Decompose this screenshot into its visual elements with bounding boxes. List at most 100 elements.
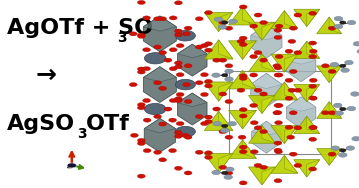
- Circle shape: [143, 48, 150, 52]
- Circle shape: [159, 17, 167, 21]
- Circle shape: [334, 103, 342, 108]
- Circle shape: [309, 125, 317, 129]
- Polygon shape: [243, 140, 256, 158]
- Circle shape: [239, 108, 247, 112]
- Circle shape: [143, 149, 151, 153]
- Circle shape: [129, 32, 137, 36]
- Circle shape: [254, 126, 262, 130]
- Circle shape: [159, 51, 167, 55]
- Circle shape: [294, 13, 302, 17]
- Circle shape: [137, 106, 145, 110]
- Circle shape: [353, 42, 359, 46]
- Circle shape: [309, 137, 317, 141]
- Circle shape: [275, 121, 283, 125]
- Circle shape: [351, 92, 359, 96]
- Circle shape: [309, 96, 317, 100]
- Circle shape: [143, 16, 150, 20]
- Circle shape: [182, 83, 190, 87]
- Text: AgOTf + SO: AgOTf + SO: [7, 18, 153, 38]
- Circle shape: [285, 78, 293, 82]
- Circle shape: [289, 26, 297, 30]
- Polygon shape: [286, 97, 316, 129]
- Circle shape: [340, 21, 346, 24]
- Polygon shape: [251, 73, 282, 89]
- Circle shape: [137, 67, 145, 71]
- Circle shape: [184, 99, 192, 104]
- Circle shape: [250, 121, 258, 125]
- Circle shape: [212, 170, 220, 175]
- Circle shape: [229, 19, 237, 24]
- Circle shape: [175, 30, 195, 41]
- Polygon shape: [271, 11, 298, 29]
- Circle shape: [219, 165, 227, 169]
- Circle shape: [205, 42, 213, 46]
- Circle shape: [67, 163, 76, 168]
- Circle shape: [285, 125, 293, 129]
- Circle shape: [154, 17, 162, 21]
- Circle shape: [159, 122, 167, 126]
- Circle shape: [219, 58, 227, 62]
- Circle shape: [219, 20, 227, 25]
- Circle shape: [222, 74, 228, 77]
- Polygon shape: [317, 149, 342, 165]
- Circle shape: [159, 86, 167, 90]
- Polygon shape: [248, 54, 275, 72]
- Circle shape: [184, 171, 192, 175]
- Text: 3: 3: [117, 31, 126, 45]
- Polygon shape: [243, 41, 256, 59]
- Circle shape: [328, 152, 336, 156]
- Circle shape: [195, 17, 203, 21]
- Circle shape: [294, 163, 302, 168]
- Circle shape: [250, 55, 258, 59]
- Circle shape: [347, 106, 356, 111]
- Circle shape: [225, 99, 233, 104]
- Polygon shape: [229, 41, 256, 59]
- Circle shape: [237, 39, 245, 43]
- Circle shape: [200, 92, 208, 97]
- Circle shape: [340, 64, 346, 67]
- Polygon shape: [307, 41, 320, 58]
- Circle shape: [143, 67, 150, 71]
- Polygon shape: [229, 110, 256, 129]
- Circle shape: [137, 34, 145, 38]
- Circle shape: [159, 158, 167, 162]
- Circle shape: [346, 146, 355, 150]
- Polygon shape: [251, 24, 282, 58]
- Circle shape: [137, 103, 145, 107]
- Circle shape: [309, 49, 317, 53]
- Circle shape: [195, 114, 203, 119]
- Circle shape: [289, 152, 297, 156]
- Circle shape: [330, 62, 339, 67]
- Circle shape: [250, 103, 258, 108]
- Circle shape: [195, 150, 203, 154]
- Circle shape: [222, 171, 228, 175]
- Circle shape: [250, 73, 258, 77]
- Circle shape: [129, 83, 137, 87]
- Polygon shape: [219, 12, 233, 32]
- Circle shape: [195, 45, 203, 49]
- Circle shape: [182, 32, 190, 36]
- Circle shape: [176, 92, 184, 97]
- Circle shape: [169, 16, 177, 20]
- Circle shape: [174, 99, 182, 103]
- Circle shape: [285, 49, 293, 53]
- Polygon shape: [177, 93, 207, 107]
- Polygon shape: [262, 125, 275, 143]
- Circle shape: [239, 181, 247, 185]
- Circle shape: [328, 111, 336, 115]
- Circle shape: [274, 35, 282, 39]
- Polygon shape: [284, 155, 298, 173]
- Polygon shape: [252, 121, 281, 136]
- Circle shape: [309, 11, 317, 15]
- Polygon shape: [248, 96, 275, 114]
- Circle shape: [214, 17, 223, 22]
- Circle shape: [274, 103, 282, 108]
- Circle shape: [154, 81, 162, 85]
- Circle shape: [137, 0, 145, 5]
- Circle shape: [288, 88, 296, 92]
- Polygon shape: [286, 50, 316, 82]
- Circle shape: [184, 135, 192, 139]
- Circle shape: [260, 130, 267, 134]
- Circle shape: [222, 124, 228, 128]
- Circle shape: [225, 77, 233, 81]
